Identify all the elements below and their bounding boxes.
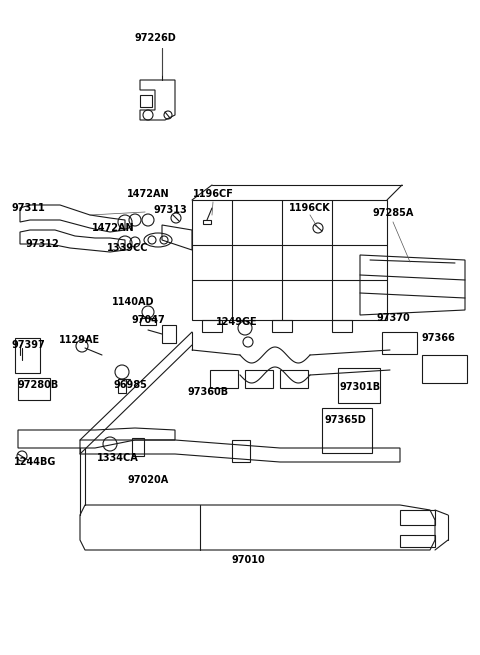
Text: 97047: 97047 <box>131 315 165 325</box>
Bar <box>382 332 417 354</box>
Text: 97397: 97397 <box>11 340 45 350</box>
Bar <box>245 370 273 388</box>
Bar <box>132 438 144 456</box>
Text: 97366: 97366 <box>421 333 455 343</box>
Bar <box>332 320 352 332</box>
Text: 1249GE: 1249GE <box>216 317 258 327</box>
Text: 96985: 96985 <box>113 380 147 390</box>
Text: 97226D: 97226D <box>134 33 176 43</box>
Text: 1196CF: 1196CF <box>192 189 233 199</box>
Text: 1140AD: 1140AD <box>112 297 154 307</box>
Text: 97370: 97370 <box>376 313 410 323</box>
Text: 97313: 97313 <box>153 205 187 215</box>
Text: 97360B: 97360B <box>187 387 228 397</box>
Bar <box>210 370 238 388</box>
Text: 1244BG: 1244BG <box>14 457 56 467</box>
Text: 1339CC: 1339CC <box>107 243 149 253</box>
Bar <box>140 95 152 107</box>
Text: 97301B: 97301B <box>339 382 381 392</box>
Text: 97020A: 97020A <box>127 475 168 485</box>
Bar <box>202 320 222 332</box>
Bar <box>400 510 435 525</box>
Bar <box>18 378 50 400</box>
Text: 97285A: 97285A <box>372 208 414 218</box>
Bar <box>338 368 380 403</box>
Bar <box>422 355 467 383</box>
Text: 97312: 97312 <box>25 239 59 249</box>
Bar <box>322 408 372 453</box>
Text: 1472AN: 1472AN <box>127 189 169 199</box>
Bar <box>203 220 211 224</box>
Bar <box>140 318 156 325</box>
Text: 97311: 97311 <box>11 203 45 213</box>
Bar <box>280 370 308 388</box>
Bar <box>232 440 250 462</box>
Text: 97365D: 97365D <box>324 415 366 425</box>
Text: 1196CK: 1196CK <box>289 203 331 213</box>
Text: 1334CA: 1334CA <box>97 453 139 463</box>
Bar <box>272 320 292 332</box>
Text: 97280B: 97280B <box>17 380 59 390</box>
Bar <box>400 535 435 547</box>
Bar <box>15 338 40 373</box>
Bar <box>162 325 176 343</box>
Bar <box>192 200 387 320</box>
Bar <box>118 379 126 393</box>
Text: 1472AN: 1472AN <box>92 223 134 233</box>
Text: 1129AE: 1129AE <box>60 335 101 345</box>
Text: 97010: 97010 <box>231 555 265 565</box>
